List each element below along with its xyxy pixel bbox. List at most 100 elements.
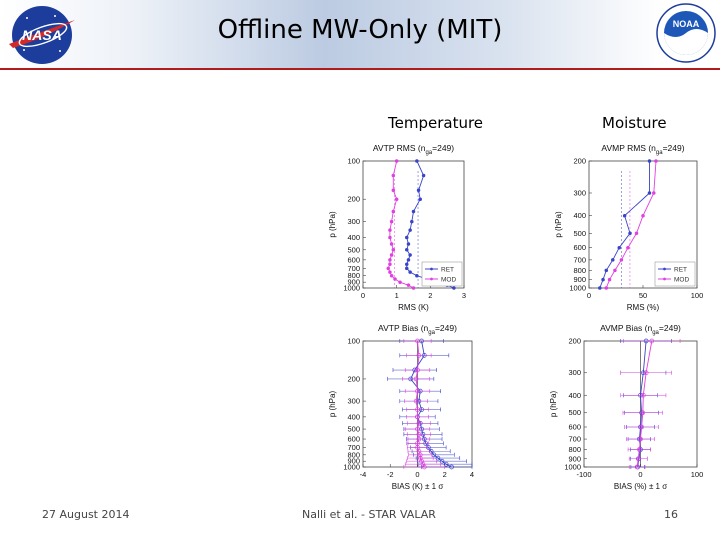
- avtp-bias-mod-point: [417, 452, 423, 458]
- avtp-bias-ret-point: [428, 448, 434, 454]
- avtp-rms-mod-point: [398, 280, 402, 284]
- avtp-bias-ret-point: [426, 445, 431, 450]
- avtp-rms-mod-point: [391, 173, 396, 178]
- avmp-rms-mod-point: [634, 231, 639, 236]
- avtp-bias-ret-point: [421, 353, 427, 358]
- avtp-bias-ret-point: [420, 431, 426, 437]
- avtp-bias-mod-point: [416, 420, 422, 426]
- avtp-rms-mod-point: [389, 242, 394, 246]
- avmp-bias-ret-point: [638, 424, 643, 430]
- avtp-bias-mod-point: [415, 426, 420, 432]
- avmp-rms-ret-point: [647, 159, 652, 163]
- avtp-bias-ytick-label: 900: [347, 457, 360, 466]
- avmp-rms-ytick-label: 800: [573, 266, 586, 275]
- avmp-bias-ytick-label: 1000: [564, 463, 581, 472]
- avtp-rms-mod-point: [388, 228, 392, 232]
- avmp-rms-ret-point: [617, 245, 621, 250]
- avmp-rms-ytick-label: 700: [573, 255, 586, 264]
- avmp-bias-xtick-label: -100: [576, 470, 591, 479]
- avtp-bias-plot-frame: [362, 340, 473, 468]
- avtp-bias-xtick-label: 2: [443, 470, 447, 479]
- avtp-rms-ret-point: [425, 277, 429, 281]
- avmp-bias-ret-point: [636, 456, 642, 462]
- avtp-bias-mod-point: [415, 414, 420, 420]
- avmp-bias-mod-point: [640, 392, 646, 398]
- avtp-rms-ytick-label: 600: [347, 255, 360, 264]
- slide-header: [0, 0, 720, 70]
- avtp-rms-ret-point: [418, 197, 422, 201]
- avmp-rms-ret-point: [611, 258, 615, 262]
- footer-page-number: 16: [664, 508, 678, 521]
- avtp-rms-mod-point: [406, 283, 411, 287]
- avtp-rms-ret-point: [405, 248, 409, 252]
- avmp-bias-title: AVMP Bias (nga=249): [600, 323, 681, 336]
- avtp-rms-mod-point: [394, 197, 399, 201]
- avtp-bias-mod-point: [415, 407, 420, 412]
- avmp-bias-ytick-label: 600: [568, 423, 581, 432]
- avtp-rms-mod-point: [389, 219, 394, 224]
- avtp-rms-ret-point: [406, 258, 411, 262]
- avmp-bias-mod-point: [637, 447, 642, 452]
- avtp-rms-ret-point: [410, 219, 414, 224]
- avtp-rms-mod-point: [389, 273, 394, 278]
- noaa-logo-text: NOAA: [673, 19, 700, 29]
- avmp-rms-ytick-label: 400: [573, 211, 586, 220]
- avtp-bias-mod-point: [416, 436, 422, 442]
- avtp-bias-ret-point: [415, 414, 420, 420]
- avtp-rms-title: AVTP RMS (nga=249): [373, 143, 454, 156]
- avtp-rms-mod-point: [388, 270, 392, 274]
- avtp-bias-ret-point: [419, 426, 424, 432]
- avtp-rms-legend-marker: [430, 277, 433, 281]
- avtp-rms-mod-point: [411, 286, 416, 290]
- avtp-rms-ytick-label: 900: [347, 278, 360, 287]
- avtp-bias-xtick-label: 0: [415, 470, 419, 479]
- avmp-rms-xlabel: RMS (%): [627, 303, 660, 312]
- avtp-rms-ret-point: [411, 209, 416, 214]
- avtp-rms-ret-point: [405, 266, 409, 271]
- avtp-bias-mod-point: [415, 367, 420, 373]
- avtp-bias-mod-point: [419, 458, 424, 464]
- avtp-bias-mod-point: [415, 445, 420, 450]
- avtp-bias-ret-point: [419, 407, 424, 412]
- avtp-bias-ytick-label: 1000: [343, 463, 360, 472]
- avtp-bias-ret-point: [423, 441, 429, 446]
- avmp-bias-ytick-label: 500: [568, 408, 581, 417]
- avmp-bias-xtick-label: 100: [691, 470, 704, 479]
- avmp-rms-mod-point: [619, 258, 624, 262]
- avtp-bias-mod-point: [421, 464, 427, 470]
- avmp-rms-xtick-label: 0: [587, 291, 591, 300]
- avtp-rms-plot-frame: [362, 160, 465, 289]
- avmp-bias-ret-series-line: [637, 340, 647, 468]
- avtp-bias-ret-series-line: [410, 340, 452, 468]
- avtp-rms-xtick-label: 2: [428, 291, 432, 300]
- avmp-bias-mod-point: [649, 338, 655, 344]
- avmp-rms-mod-point: [626, 245, 630, 250]
- avmp-bias-ret-point: [635, 464, 641, 470]
- avmp-bias-ret-point: [643, 338, 649, 344]
- avtp-rms-ytick-label: 400: [347, 233, 360, 242]
- avtp-rms-ret-series-line: [406, 160, 455, 289]
- avmp-rms-title: AVMP RMS (nga=249): [601, 143, 684, 156]
- avtp-rms-mod-point: [388, 235, 392, 240]
- avtp-rms-ytick-label: 100: [347, 157, 360, 166]
- avmp-rms-ret-point: [628, 231, 632, 236]
- avtp-rms-ylabel: p (hPa): [328, 211, 337, 238]
- noaa-logo: NOAA: [656, 3, 716, 63]
- avtp-bias-ytick-label: 100: [347, 337, 360, 346]
- avtp-rms-ret-point: [408, 270, 412, 274]
- avtp-bias-ytick-label: 300: [347, 397, 360, 406]
- avtp-bias-mod-point: [416, 353, 422, 358]
- avtp-bias-ret-point: [419, 338, 424, 344]
- avmp-rms-legend-label: RET: [674, 267, 687, 274]
- avtp-rms-ret-point: [408, 228, 412, 232]
- avmp-bias-xtick-label: 0: [638, 470, 642, 479]
- avtp-bias-mod-point: [413, 398, 419, 404]
- avtp-bias-ytick-label: 700: [347, 443, 360, 452]
- avmp-bias-ytick-label: 700: [568, 435, 581, 444]
- avmp-rms-legend-label: MOD: [674, 277, 689, 284]
- avmp-rms-plot-frame: [588, 160, 698, 289]
- avtp-bias-ret-point: [416, 398, 422, 404]
- avmp-bias-mod-point: [640, 410, 646, 416]
- avtp-rms-xtick-label: 1: [395, 291, 399, 300]
